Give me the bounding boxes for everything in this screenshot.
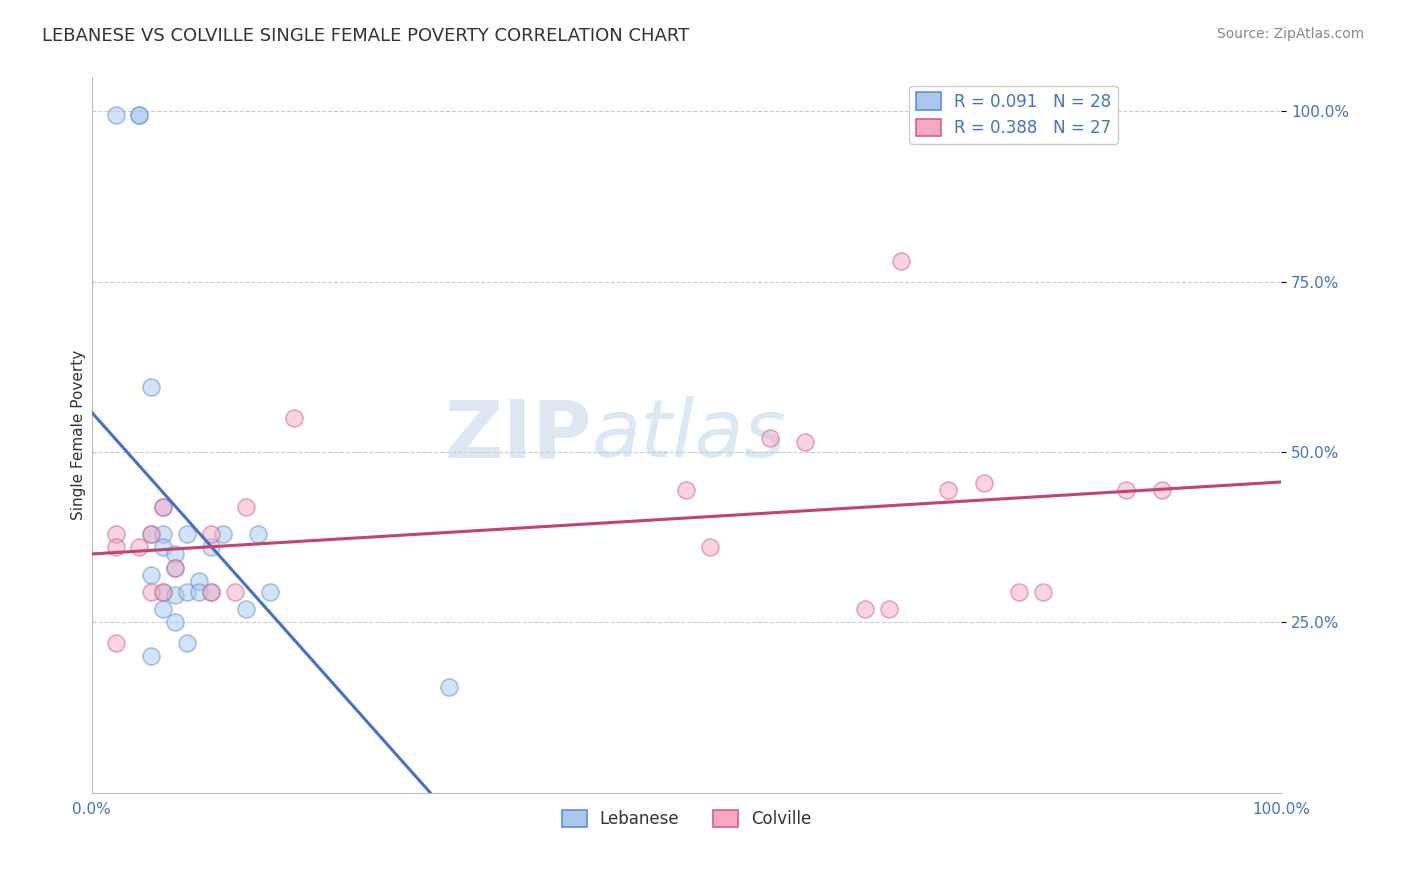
Point: [200, 541, 222, 555]
Point: [176, 584, 198, 599]
Point: [163, 547, 186, 561]
Point: [973, 475, 995, 490]
Point: [1032, 584, 1054, 599]
Point: [163, 561, 186, 575]
Y-axis label: Single Female Poverty: Single Female Poverty: [72, 350, 86, 520]
Point: [141, 649, 163, 664]
Point: [1008, 584, 1031, 599]
Point: [104, 541, 127, 555]
Point: [141, 584, 163, 599]
Point: [128, 541, 150, 555]
Text: ZIP: ZIP: [444, 396, 592, 474]
Point: [211, 526, 233, 541]
Point: [259, 584, 281, 599]
Point: [794, 434, 817, 449]
Point: [141, 380, 163, 394]
Point: [128, 108, 150, 122]
Point: [104, 108, 127, 122]
Point: [187, 574, 209, 589]
Point: [200, 584, 222, 599]
Text: LEBANESE VS COLVILLE SINGLE FEMALE POVERTY CORRELATION CHART: LEBANESE VS COLVILLE SINGLE FEMALE POVER…: [42, 27, 689, 45]
Point: [104, 636, 127, 650]
Point: [675, 483, 697, 497]
Point: [176, 526, 198, 541]
Point: [699, 541, 721, 555]
Text: atlas: atlas: [592, 396, 786, 474]
Point: [437, 680, 460, 694]
Point: [152, 526, 174, 541]
Point: [200, 584, 222, 599]
Point: [235, 500, 257, 514]
Point: [141, 526, 163, 541]
Point: [141, 567, 163, 582]
Point: [853, 601, 876, 615]
Point: [200, 526, 222, 541]
Point: [235, 601, 257, 615]
Point: [163, 588, 186, 602]
Point: [152, 584, 174, 599]
Point: [877, 601, 900, 615]
Point: [247, 526, 270, 541]
Point: [936, 483, 959, 497]
Point: [152, 500, 174, 514]
Point: [758, 432, 780, 446]
Point: [141, 526, 163, 541]
Point: [176, 636, 198, 650]
Point: [152, 541, 174, 555]
Point: [187, 584, 209, 599]
Point: [1152, 483, 1174, 497]
Point: [152, 500, 174, 514]
Point: [163, 615, 186, 630]
Point: [104, 526, 127, 541]
Point: [224, 584, 246, 599]
Point: [152, 584, 174, 599]
Point: [283, 411, 305, 425]
Point: [163, 561, 186, 575]
Text: Source: ZipAtlas.com: Source: ZipAtlas.com: [1216, 27, 1364, 41]
Legend: Lebanese, Colville: Lebanese, Colville: [555, 803, 818, 834]
Point: [128, 108, 150, 122]
Point: [152, 601, 174, 615]
Point: [1115, 483, 1137, 497]
Point: [889, 254, 911, 268]
